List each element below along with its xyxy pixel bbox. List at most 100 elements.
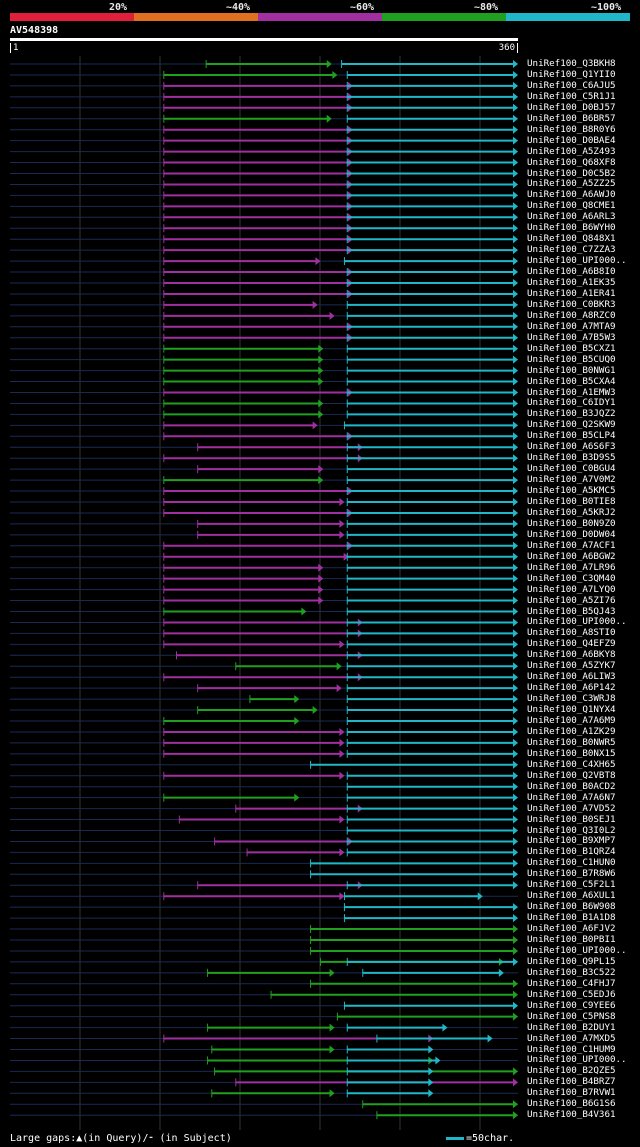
hit-label[interactable]: UniRef100_A5ZYK7 bbox=[527, 660, 616, 672]
hit-label[interactable]: UniRef100_Q1NYX4 bbox=[527, 704, 616, 716]
hit-label[interactable]: UniRef100_A7LR96 bbox=[527, 561, 616, 573]
hit-label[interactable]: UniRef100_A5KRJ2 bbox=[527, 506, 616, 518]
hit-label[interactable]: UniRef100_C6AJU5 bbox=[527, 79, 616, 91]
hit-label[interactable]: UniRef100_C3WRJ8 bbox=[527, 693, 616, 705]
hit-label[interactable]: UniRef100_B2DUY1 bbox=[527, 1021, 616, 1033]
hit-label[interactable]: UniRef100_C9YEE6 bbox=[527, 999, 616, 1011]
hit-label[interactable]: UniRef100_C4XH65 bbox=[527, 758, 616, 770]
hsp-arrow bbox=[513, 815, 518, 824]
hit-label[interactable]: UniRef100_B0NX15 bbox=[527, 747, 616, 759]
hit-label[interactable]: UniRef100_B5CXZ1 bbox=[527, 342, 616, 354]
hit-label[interactable]: UniRef100_A6P142 bbox=[527, 682, 616, 694]
hit-label[interactable]: UniRef100_D0BJ57 bbox=[527, 101, 616, 113]
legend-label: ~80% bbox=[474, 2, 499, 13]
hit-label[interactable]: UniRef100_B3C522 bbox=[527, 966, 616, 978]
hit-label[interactable]: UniRef100_A6S6F3 bbox=[527, 441, 616, 453]
hit-label[interactable]: UniRef100_A6BKY8 bbox=[527, 649, 616, 661]
hit-label[interactable]: UniRef100_B4V361 bbox=[527, 1109, 616, 1121]
hit-label[interactable]: UniRef100_UPI000.. bbox=[527, 944, 627, 956]
hit-label[interactable]: UniRef100_B6W908 bbox=[527, 901, 616, 913]
hit-label[interactable]: UniRef100_B0N9Z0 bbox=[527, 517, 616, 529]
hit-label[interactable]: UniRef100_A8RZC0 bbox=[527, 309, 616, 321]
hit-label[interactable]: UniRef100_A7MXD5 bbox=[527, 1032, 616, 1044]
hit-label[interactable]: UniRef100_A7A6N7 bbox=[527, 791, 616, 803]
hit-label[interactable]: UniRef100_C1HUN0 bbox=[527, 857, 616, 869]
hit-label[interactable]: UniRef100_B0PBI1 bbox=[527, 934, 616, 945]
hit-label[interactable]: UniRef100_B2QZE5 bbox=[527, 1065, 616, 1077]
hit-label[interactable]: UniRef100_D0BAE4 bbox=[527, 134, 616, 146]
hit-label[interactable]: UniRef100_Q2SKW9 bbox=[527, 419, 616, 431]
hit-label[interactable]: UniRef100_A6ARL3 bbox=[527, 211, 616, 223]
hit-label[interactable]: UniRef100_A7LYQ0 bbox=[527, 583, 616, 595]
hit-label[interactable]: UniRef100_B5CXA4 bbox=[527, 375, 616, 387]
hit-label[interactable]: UniRef100_A5ZZ25 bbox=[527, 178, 616, 190]
hit-label[interactable]: UniRef100_A6AWJ0 bbox=[527, 189, 616, 201]
hit-label[interactable]: UniRef100_A7VD52 bbox=[527, 802, 616, 814]
hit-label[interactable]: UniRef100_A7A6M9 bbox=[527, 715, 616, 726]
hit-label[interactable]: UniRef100_C5PNS8 bbox=[527, 1010, 616, 1022]
hit-label[interactable]: UniRef100_B0NWG1 bbox=[527, 364, 616, 376]
hit-label[interactable]: UniRef100_B5CUQ0 bbox=[527, 353, 616, 365]
hit-label[interactable]: UniRef100_A1EK35 bbox=[527, 277, 616, 288]
hit-label[interactable]: UniRef100_B7R8W6 bbox=[527, 868, 616, 880]
hit-label[interactable]: UniRef100_Q8CME1 bbox=[527, 200, 616, 212]
hit-label[interactable]: UniRef100_B7RVW1 bbox=[527, 1087, 616, 1099]
hit-label[interactable]: UniRef100_A6XUL1 bbox=[527, 890, 616, 902]
hit-label[interactable]: UniRef100_A7ACF1 bbox=[527, 539, 616, 551]
hit-label[interactable]: UniRef100_B9XMP7 bbox=[527, 835, 616, 847]
hit-label[interactable]: UniRef100_Q68XF8 bbox=[527, 156, 616, 168]
hit-label[interactable]: UniRef100_Q3I0L2 bbox=[527, 824, 616, 836]
hit-label[interactable]: UniRef100_B6BR57 bbox=[527, 112, 616, 124]
hit-label[interactable]: UniRef100_B5QJ43 bbox=[527, 605, 616, 617]
hit-label[interactable]: UniRef100_UPI000.. bbox=[527, 255, 627, 267]
hit-label[interactable]: UniRef100_C4FHJ7 bbox=[527, 977, 616, 989]
hit-label[interactable]: UniRef100_A5ZI76 bbox=[527, 594, 616, 606]
hit-label[interactable]: UniRef100_B3D9S5 bbox=[527, 452, 616, 464]
hit-label[interactable]: UniRef100_C0BKR3 bbox=[527, 298, 616, 310]
hit-label[interactable]: UniRef100_B5CLP4 bbox=[527, 430, 616, 442]
hit-label[interactable]: UniRef100_UPI000.. bbox=[527, 616, 627, 628]
hit-label[interactable]: UniRef100_C3QM40 bbox=[527, 572, 616, 584]
hit-label[interactable]: UniRef100_D0C5B2 bbox=[527, 167, 616, 179]
hit-label[interactable]: UniRef100_Q848X1 bbox=[527, 233, 616, 245]
hit-label[interactable]: UniRef100_D0DW04 bbox=[527, 528, 616, 540]
hit-label[interactable]: UniRef100_C5EDJ6 bbox=[527, 988, 616, 1000]
hit-label[interactable]: UniRef100_A5Z493 bbox=[527, 145, 616, 157]
hit-label[interactable]: UniRef100_B1QRZ4 bbox=[527, 846, 616, 858]
hit-label[interactable]: UniRef100_B1A1D8 bbox=[527, 912, 616, 924]
hit-label[interactable]: UniRef100_A6BGW2 bbox=[527, 550, 616, 562]
hit-label[interactable]: UniRef100_Q2VBT8 bbox=[527, 769, 616, 781]
hit-label[interactable]: UniRef100_Q1YII0 bbox=[527, 68, 616, 80]
hit-label[interactable]: UniRef100_A6LIW3 bbox=[527, 671, 616, 683]
hit-label[interactable]: UniRef100_A5KMC5 bbox=[527, 485, 616, 497]
hit-label[interactable]: UniRef100_B6WYH0 bbox=[527, 222, 616, 234]
hit-label[interactable]: UniRef100_B0ACD2 bbox=[527, 780, 616, 792]
hit-label[interactable]: UniRef100_A7B5W3 bbox=[527, 331, 616, 343]
hit-label[interactable]: UniRef100_C1HUM9 bbox=[527, 1043, 616, 1055]
hit-label[interactable]: UniRef100_A7MTA9 bbox=[527, 320, 616, 332]
hit-label[interactable]: UniRef100_Q4EFZ9 bbox=[527, 638, 616, 650]
hit-label[interactable]: UniRef100_A8STI0 bbox=[527, 627, 616, 639]
hit-label[interactable]: UniRef100_B0NWR5 bbox=[527, 736, 616, 748]
hit-label[interactable]: UniRef100_A1ZK29 bbox=[527, 725, 616, 737]
hit-label[interactable]: UniRef100_A1EMW3 bbox=[527, 386, 616, 398]
hit-label[interactable]: UniRef100_A1ER41 bbox=[527, 287, 616, 299]
hit-label[interactable]: UniRef100_B3JQZ2 bbox=[527, 408, 616, 420]
hit-label[interactable]: UniRef100_C5R1J1 bbox=[527, 90, 616, 102]
hit-label[interactable]: UniRef100_B4BRZ7 bbox=[527, 1076, 616, 1088]
hit-label[interactable]: UniRef100_C6IDY1 bbox=[527, 397, 616, 409]
hit-label[interactable]: UniRef100_B6G1S6 bbox=[527, 1098, 616, 1110]
hit-label[interactable]: UniRef100_B8R0Y6 bbox=[527, 123, 616, 135]
hit-label[interactable]: UniRef100_A6FJV2 bbox=[527, 923, 616, 935]
hit-label[interactable]: UniRef100_B0SEJ1 bbox=[527, 813, 616, 825]
hit-label[interactable]: UniRef100_A7V0M2 bbox=[527, 474, 616, 486]
hit-label[interactable]: UniRef100_C0BGU4 bbox=[527, 463, 616, 475]
hit-label[interactable]: UniRef100_B0TIE8 bbox=[527, 496, 616, 507]
hit-label[interactable]: UniRef100_C7ZZA3 bbox=[527, 244, 616, 256]
hit-label[interactable]: UniRef100_Q9PL15 bbox=[527, 955, 616, 967]
hit-label[interactable]: UniRef100_C5F2L1 bbox=[527, 879, 616, 891]
hit-label[interactable]: UniRef100_Q3BKH8 bbox=[527, 58, 616, 69]
hit-label[interactable]: UniRef100_UPI000.. bbox=[527, 1054, 627, 1066]
hit-label[interactable]: UniRef100_A6B8I0 bbox=[527, 266, 616, 278]
hsp-arrow bbox=[513, 147, 518, 156]
